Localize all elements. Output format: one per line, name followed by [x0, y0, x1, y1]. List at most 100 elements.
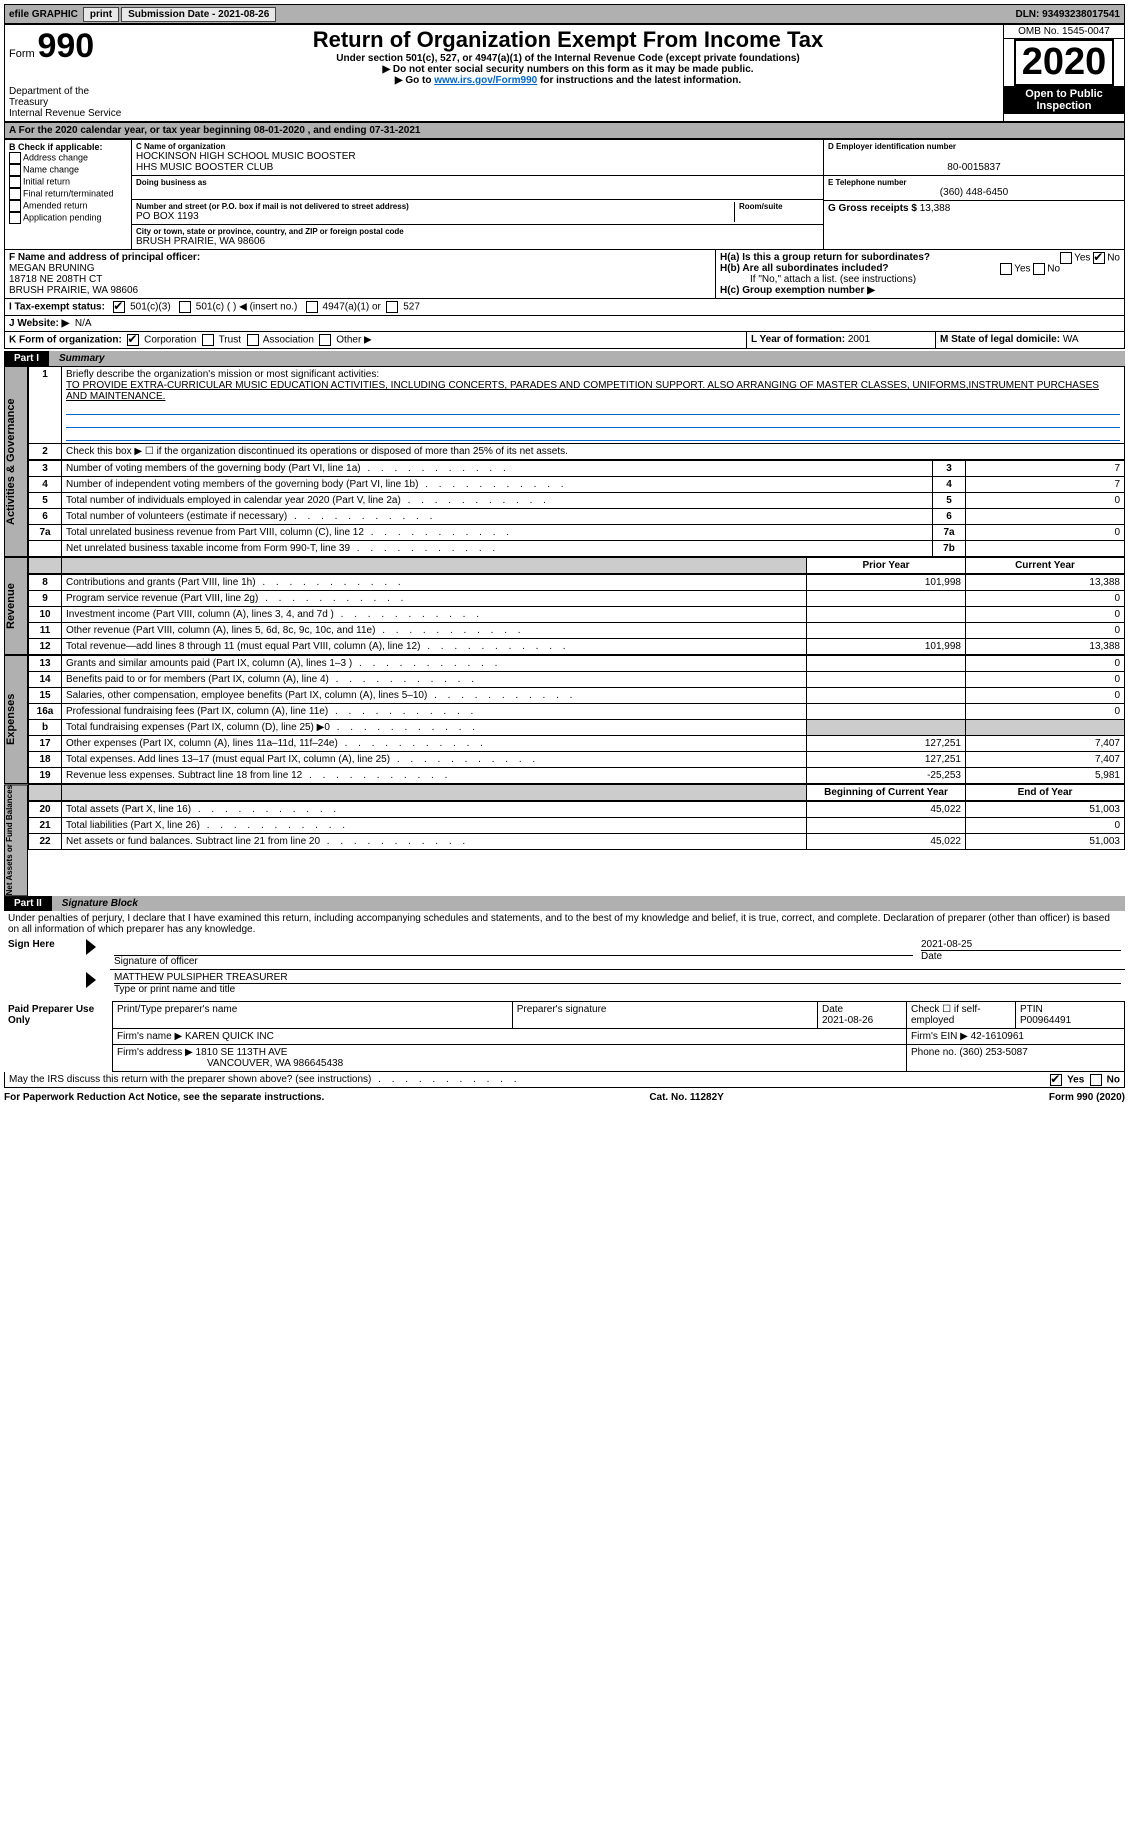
line-desc: Salaries, other compensation, employee b…	[62, 688, 807, 704]
current-val: 7,407	[966, 752, 1125, 768]
form-number: 990	[37, 27, 94, 65]
arrow-icon	[86, 939, 96, 955]
line-desc: Investment income (Part VIII, column (A)…	[62, 607, 807, 623]
line-num: 13	[29, 656, 62, 672]
line-num	[29, 541, 62, 557]
line-desc: Other revenue (Part VIII, column (A), li…	[62, 623, 807, 639]
line-num: 8	[29, 575, 62, 591]
ssn-note: ▶ Do not enter social security numbers o…	[137, 64, 999, 75]
prior-val	[807, 623, 966, 639]
line-num: 17	[29, 736, 62, 752]
line-val: 7	[966, 461, 1125, 477]
hb-yes[interactable]	[1000, 263, 1012, 275]
check-initial[interactable]	[9, 176, 21, 188]
line-box: 6	[933, 509, 966, 525]
arrow-icon	[86, 972, 96, 988]
section-c: C Name of organization HOCKINSON HIGH SC…	[132, 140, 824, 249]
mission-text: TO PROVIDE EXTRA-CURRICULAR MUSIC EDUCAT…	[66, 380, 1099, 402]
dept-label: Department of the Treasury Internal Reve…	[9, 86, 129, 119]
current-val: 0	[966, 688, 1125, 704]
firm-name: KAREN QUICK INC	[185, 1031, 274, 1042]
website-value: N/A	[75, 318, 92, 329]
prior-val: 45,022	[807, 802, 966, 818]
current-val: 0	[966, 672, 1125, 688]
form-title: Return of Organization Exempt From Incom…	[137, 27, 999, 53]
prior-val: -25,253	[807, 768, 966, 784]
line-num: 5	[29, 493, 62, 509]
prior-val	[807, 656, 966, 672]
prior-val	[807, 818, 966, 834]
prior-val	[807, 672, 966, 688]
dln-label: DLN: 93493238017541	[1015, 9, 1124, 20]
paid-preparer-block: Paid Preparer Use Only Print/Type prepar…	[4, 1001, 1125, 1072]
check-amended[interactable]	[9, 200, 21, 212]
line-desc: Total number of individuals employed in …	[62, 493, 933, 509]
k-corp[interactable]	[127, 334, 139, 346]
discuss-row: May the IRS discuss this return with the…	[4, 1072, 1125, 1088]
line-box: 3	[933, 461, 966, 477]
form-prefix: Form	[9, 48, 35, 60]
k-other[interactable]	[319, 334, 331, 346]
discuss-yes[interactable]	[1050, 1074, 1062, 1086]
line-num: 19	[29, 768, 62, 784]
irs-link[interactable]: www.irs.gov/Form990	[434, 75, 537, 86]
penalties-text: Under penalties of perjury, I declare th…	[4, 911, 1125, 937]
line-num: 16a	[29, 704, 62, 720]
hb-no[interactable]	[1033, 263, 1045, 275]
i-501c3[interactable]	[113, 301, 125, 313]
ha-no[interactable]	[1093, 252, 1105, 264]
org-city: BRUSH PRAIRIE, WA 98606	[136, 236, 819, 247]
line-desc: Number of independent voting members of …	[62, 477, 933, 493]
form-subtitle: Under section 501(c), 527, or 4947(a)(1)…	[137, 53, 999, 64]
k-trust[interactable]	[202, 334, 214, 346]
efile-label: efile GRAPHIC	[5, 9, 82, 20]
i-527[interactable]	[386, 301, 398, 313]
omb-label: OMB No. 1545-0047	[1004, 25, 1124, 39]
officer-name: MEGAN BRUNING	[9, 263, 95, 274]
line-desc: Number of voting members of the governin…	[62, 461, 933, 477]
section-i: I Tax-exempt status: 501(c)(3) 501(c) ( …	[4, 299, 1125, 316]
prior-val: 45,022	[807, 834, 966, 850]
current-val: 51,003	[966, 802, 1125, 818]
part2-title: Signature Block	[52, 896, 1125, 911]
line-num: 10	[29, 607, 62, 623]
line-desc: Total assets (Part X, line 16)	[62, 802, 807, 818]
line-desc: Revenue less expenses. Subtract line 18 …	[62, 768, 807, 784]
ptin: P00964491	[1020, 1015, 1071, 1026]
line-num: 6	[29, 509, 62, 525]
k-assoc[interactable]	[247, 334, 259, 346]
line-num: 15	[29, 688, 62, 704]
current-val	[966, 720, 1125, 736]
prior-val	[807, 591, 966, 607]
current-val: 0	[966, 607, 1125, 623]
line-desc: Contributions and grants (Part VIII, lin…	[62, 575, 807, 591]
line-desc: Total fundraising expenses (Part IX, col…	[62, 720, 807, 736]
line-val: 0	[966, 525, 1125, 541]
line-desc: Net assets or fund balances. Subtract li…	[62, 834, 807, 850]
line-desc: Grants and similar amounts paid (Part IX…	[62, 656, 807, 672]
firm-ein: 42-1610961	[971, 1031, 1024, 1042]
line-val: 7	[966, 477, 1125, 493]
current-val: 0	[966, 591, 1125, 607]
current-val: 0	[966, 818, 1125, 834]
check-final[interactable]	[9, 188, 21, 200]
discuss-no[interactable]	[1090, 1074, 1102, 1086]
goto-note: ▶ Go to www.irs.gov/Form990 for instruct…	[137, 75, 999, 86]
ha-yes[interactable]	[1060, 252, 1072, 264]
print-button[interactable]: print	[83, 7, 119, 22]
part1-title: Summary	[49, 351, 1125, 366]
phone-value: (360) 448-6450	[828, 187, 1120, 198]
i-501c[interactable]	[179, 301, 191, 313]
line-desc: Total unrelated business revenue from Pa…	[62, 525, 933, 541]
line-num: 18	[29, 752, 62, 768]
line-box: 7b	[933, 541, 966, 557]
i-4947[interactable]	[306, 301, 318, 313]
sign-here-block: Sign Here Signature of officer 2021-08-2…	[4, 937, 1125, 997]
check-name[interactable]	[9, 164, 21, 176]
submission-date-button[interactable]: Submission Date - 2021-08-26	[121, 7, 276, 22]
check-pending[interactable]	[9, 212, 21, 224]
line-desc: Other expenses (Part IX, column (A), lin…	[62, 736, 807, 752]
current-val: 0	[966, 704, 1125, 720]
check-address[interactable]	[9, 152, 21, 164]
current-val: 0	[966, 623, 1125, 639]
